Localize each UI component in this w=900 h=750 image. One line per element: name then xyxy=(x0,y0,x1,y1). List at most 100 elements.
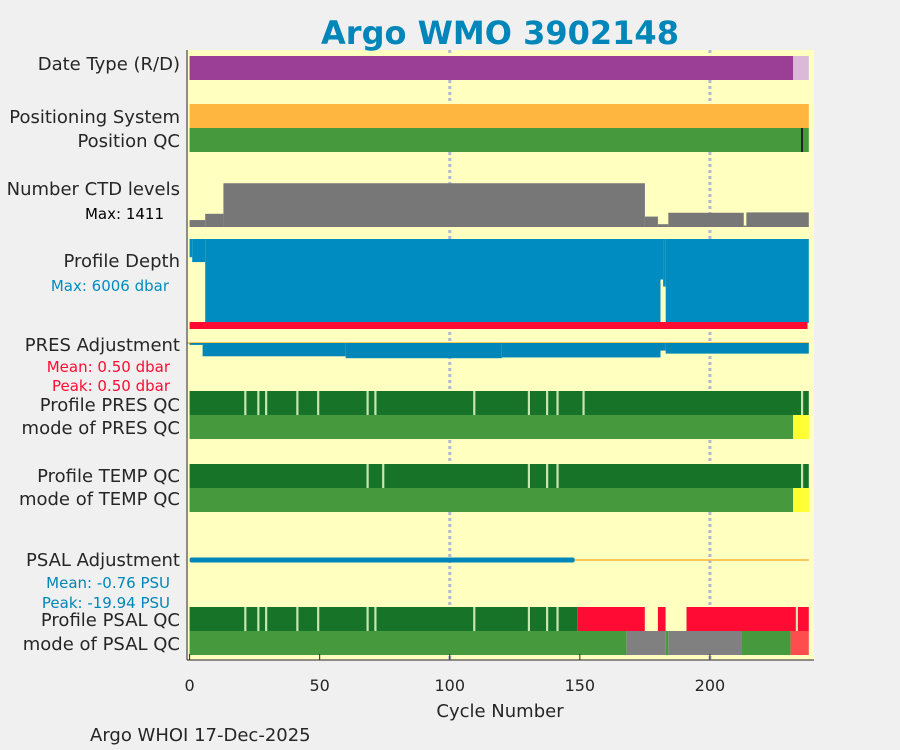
profile-psal-qc-gap-41 xyxy=(296,607,299,631)
profile-psal-qc-segment-1 xyxy=(577,607,645,631)
profile-depth-bar-1 xyxy=(192,239,206,263)
x-tick-label-150: 150 xyxy=(565,676,596,695)
profile-psal-qc-gap-130 xyxy=(527,607,531,631)
profile-pres-qc-gap-21 xyxy=(244,391,247,415)
footer-credit: Argo WHOI 17-Dec-2025 xyxy=(90,725,311,746)
row-label-mode-pres-qc: mode of PRES QC xyxy=(22,418,180,439)
row-label-pres-adjustment: PRES Adjustment xyxy=(25,335,180,356)
row-label-mode-temp-qc: mode of TEMP QC xyxy=(19,489,180,510)
profile-pres-qc-gap-71 xyxy=(374,391,377,415)
ctd-levels-bar-5 xyxy=(668,212,744,227)
positioning-system-segment-0 xyxy=(189,104,809,128)
mode-temp-qc-segment-0 xyxy=(189,488,794,512)
position-qc-segment-0 xyxy=(189,128,809,152)
profile-psal-qc-gap-109 xyxy=(473,607,476,631)
row-label-position-qc: Position QC xyxy=(77,131,180,152)
profile-psal-qc-gap-137 xyxy=(546,607,549,631)
profile-psal-qc-gap-141 xyxy=(556,607,559,631)
pres-adjustment-bar-5 xyxy=(665,343,809,354)
mode-psal-qc-segment-4 xyxy=(741,631,791,655)
profile-pres-qc-gap-130 xyxy=(527,391,531,415)
x-tick-label-50: 50 xyxy=(310,676,330,695)
profile-psal-qc-gap-71 xyxy=(374,607,377,631)
profile-depth-max-label: Max: 6006 dbar xyxy=(51,277,170,295)
pres-adjustment-bar-4 xyxy=(660,343,666,351)
row-label-profile-temp-qc: Profile TEMP QC xyxy=(37,466,180,487)
pres-adjustment-peak-label: Peak: 0.50 dbar xyxy=(52,377,171,395)
profile-pres-qc-gap-141 xyxy=(556,391,559,415)
position-qc-mark-235 xyxy=(800,128,803,152)
psal-adjustment-mean-label: Mean: -0.76 PSU xyxy=(46,574,170,592)
profile-pres-qc-gap-29 xyxy=(265,391,268,415)
profile-psal-qc-segment-5 xyxy=(686,607,809,631)
pres-adjustment-bar-3 xyxy=(501,343,661,358)
profile-psal-qc-segment-3 xyxy=(657,607,666,631)
profile-pres-qc-gap-109 xyxy=(473,391,476,415)
profile-pres-qc-gap-151 xyxy=(582,391,585,415)
mode-temp-qc-segment-1 xyxy=(793,488,809,512)
ctd-levels-bar-6 xyxy=(743,225,747,227)
mode-pres-qc-segment-1 xyxy=(793,415,809,439)
row-label-positioning-system: Positioning System xyxy=(9,107,180,128)
profile-temp-qc-gap-130 xyxy=(527,464,531,488)
psal-adjustment-peak-label: Peak: -19.94 PSU xyxy=(42,594,170,612)
mode-psal-qc-segment-5 xyxy=(790,631,809,655)
profile-pres-qc-gap-235 xyxy=(800,391,804,415)
profile-temp-qc-segment-0 xyxy=(189,464,809,488)
profile-psal-qc-gap-26 xyxy=(257,607,260,631)
profile-temp-qc-gap-141 xyxy=(556,464,559,488)
x-tick-label-100: 100 xyxy=(434,676,465,695)
profile-psal-qc-gap-49 xyxy=(317,607,320,631)
date-type-segment-1 xyxy=(793,56,809,80)
ctd-levels-max-label: Max: 1411 xyxy=(85,205,164,223)
mode-psal-qc-segment-0 xyxy=(189,631,627,655)
profile-psal-qc-segment-4 xyxy=(665,607,687,631)
row-label-psal-adjustment: PSAL Adjustment xyxy=(26,550,180,571)
row-label-date-type: Date Type (R/D) xyxy=(38,54,180,75)
profile-temp-qc-gap-68 xyxy=(366,464,369,488)
profile-psal-qc-gap-21 xyxy=(244,607,247,631)
ctd-levels-bar-4 xyxy=(657,224,669,227)
mode-psal-qc-segment-2 xyxy=(665,631,669,655)
row-label-profile-pres-qc: Profile PRES QC xyxy=(40,395,180,416)
ctd-levels-bar-7 xyxy=(746,212,809,227)
pres-adjustment-bar-1 xyxy=(202,343,346,357)
chart-title: Argo WMO 3902148 xyxy=(321,14,679,52)
row-label-mode-psal-qc: mode of PSAL QC xyxy=(23,634,180,655)
profile-pres-qc-gap-68 xyxy=(366,391,369,415)
profile-pres-qc-gap-41 xyxy=(296,391,299,415)
row-label-ctd-levels: Number CTD levels xyxy=(7,179,180,200)
x-tick-label-0: 0 xyxy=(185,676,195,695)
profile-depth-bar-5 xyxy=(665,239,809,323)
date-type-segment-0 xyxy=(189,56,794,80)
profile-depth-bar-4 xyxy=(663,239,666,287)
profile-depth-bar-2 xyxy=(205,239,661,323)
profile-pres-qc-gap-26 xyxy=(257,391,260,415)
mode-psal-qc-segment-1 xyxy=(626,631,666,655)
profile-psal-qc-segment-0 xyxy=(189,607,578,631)
ctd-levels-bar-1 xyxy=(205,213,224,227)
profile-psal-qc-gap-233 xyxy=(795,607,798,631)
profile-pres-qc-gap-49 xyxy=(317,391,320,415)
pres-adjustment-bar-2 xyxy=(345,343,502,359)
profile-pres-qc-gap-137 xyxy=(546,391,549,415)
profile-depth-bar-3 xyxy=(660,239,664,280)
pres-adjustment-bar-0 xyxy=(189,343,203,345)
pres-adjustment-mean-label: Mean: 0.50 dbar xyxy=(47,358,171,376)
x-axis-label: Cycle Number xyxy=(436,701,564,722)
pres-adjustment-peak-bar xyxy=(189,322,808,329)
profile-temp-qc-gap-235 xyxy=(800,464,804,488)
profile-psal-qc-gap-68 xyxy=(366,607,369,631)
mode-pres-qc-segment-0 xyxy=(189,415,794,439)
psal-adjustment-bar-0 xyxy=(189,557,575,563)
profile-pres-qc-segment-0 xyxy=(189,391,809,415)
row-label-profile-depth: Profile Depth xyxy=(63,251,180,272)
mode-psal-qc-segment-3 xyxy=(668,631,742,655)
profile-depth-bar-0 xyxy=(189,239,193,258)
profile-psal-qc-gap-29 xyxy=(265,607,268,631)
ctd-levels-bar-3 xyxy=(644,216,658,227)
x-tick-label-200: 200 xyxy=(695,676,726,695)
profile-temp-qc-gap-137 xyxy=(546,464,549,488)
profile-psal-qc-segment-2 xyxy=(644,607,658,631)
